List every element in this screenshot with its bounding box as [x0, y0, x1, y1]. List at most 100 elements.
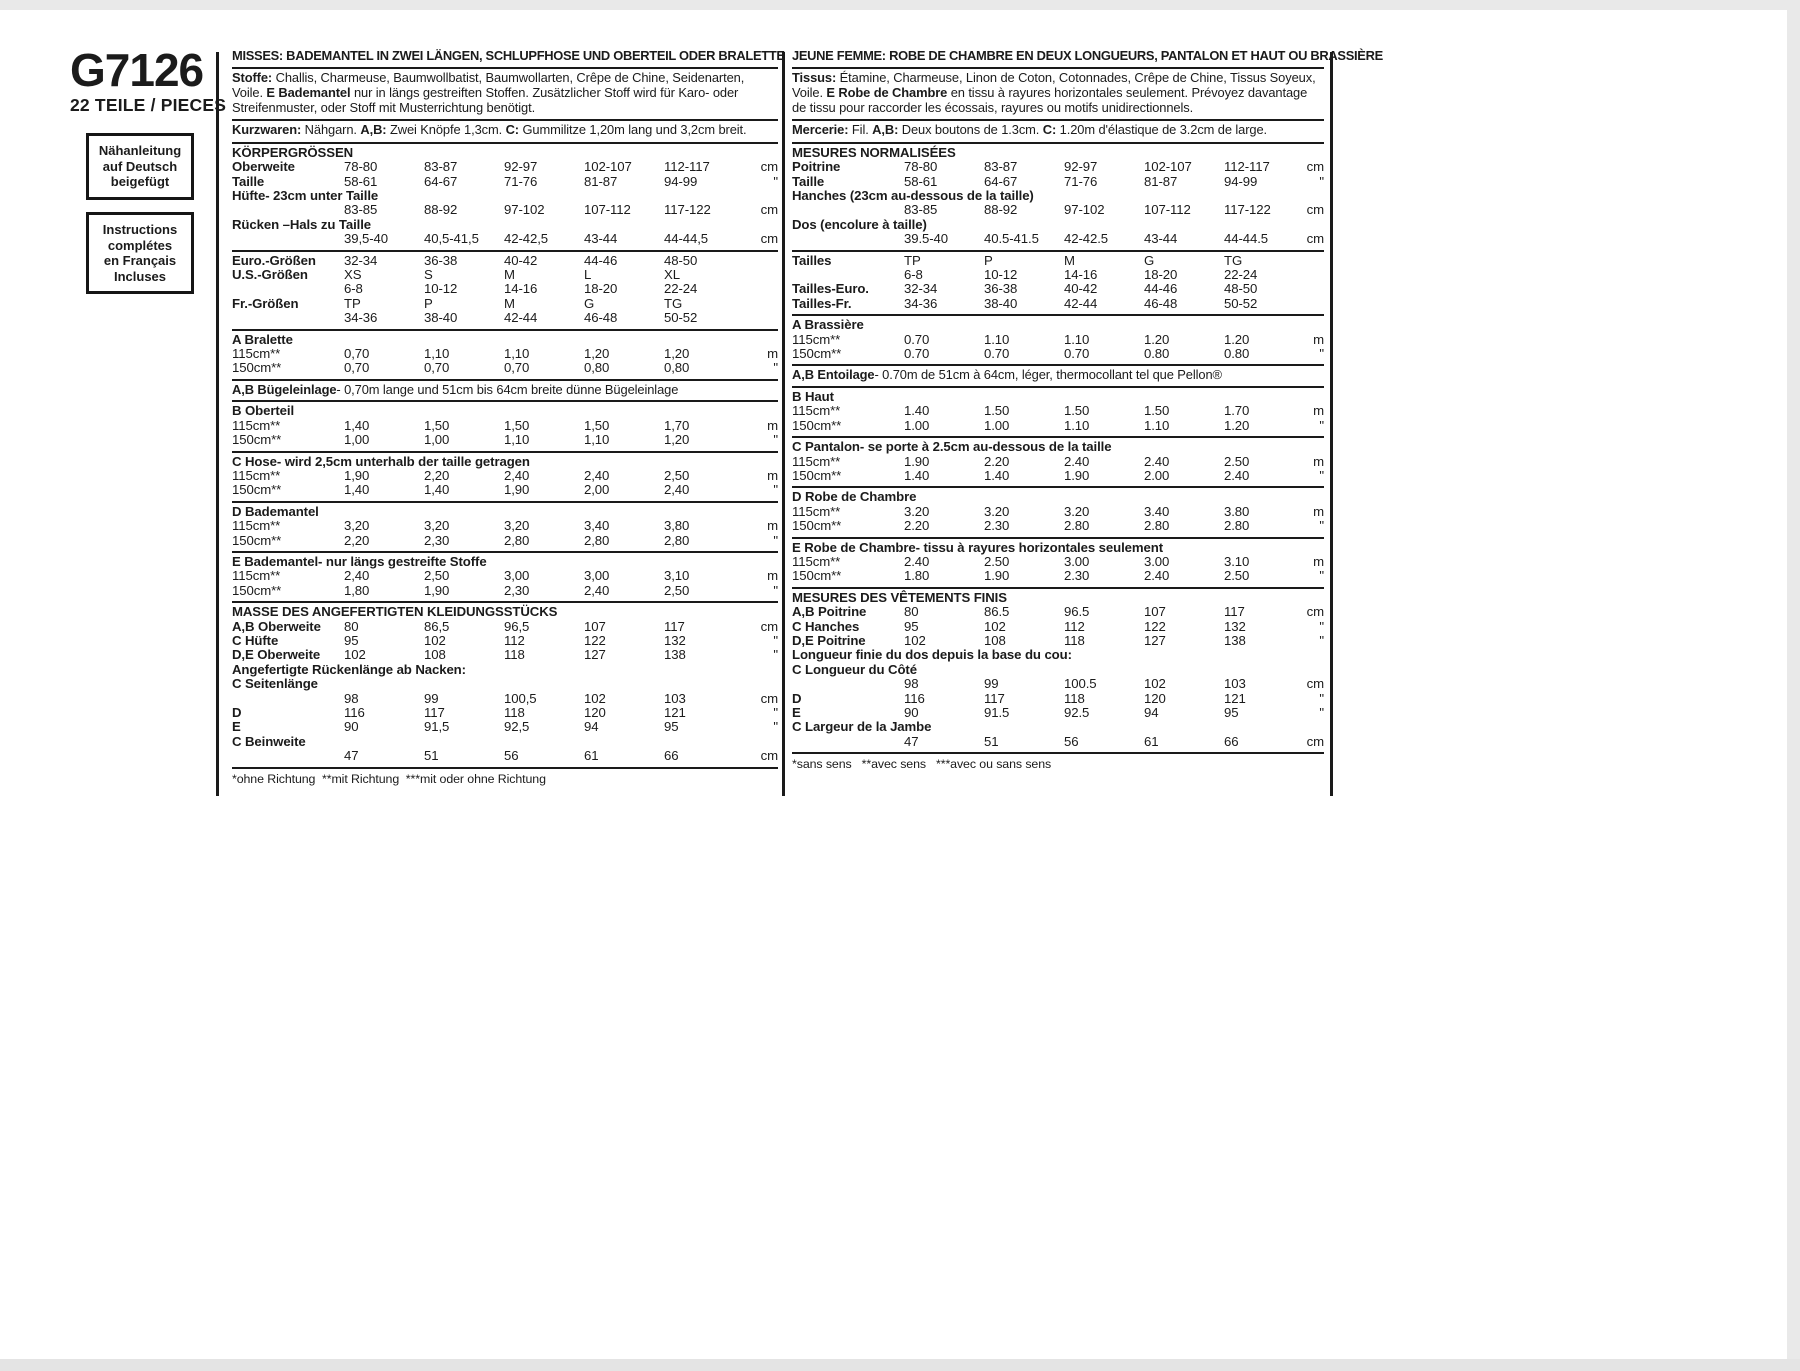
row-value: 22-24	[664, 281, 698, 297]
table-row: 39,5-40 40,5-41,5 42-42,5 43-44 44-44,5 cm	[232, 231, 778, 246]
table-row: 98 99 100.5 102 103 cm	[792, 676, 1324, 692]
row-value: 66	[1224, 733, 1239, 749]
row-value: 48-50	[664, 252, 698, 268]
row-value: 2,80	[664, 532, 690, 548]
row-value: 92-97	[504, 159, 538, 175]
table-row: 150cm** 1.80 1.90 2.30 2.40 2.50 "	[792, 568, 1324, 583]
row-value: 118	[1064, 632, 1085, 648]
row-value: 14-16	[504, 281, 538, 297]
row-label	[232, 282, 344, 296]
row-value: 51	[424, 748, 439, 764]
row-value: TP	[344, 295, 361, 311]
row-label: 115cm**	[792, 403, 841, 419]
table-row: D 116 117 118 120 121 "	[232, 705, 778, 720]
row-unit: "	[773, 647, 778, 663]
table-row: Tailles-Euro. 32-34 36-38 40-42 44-46 48-50	[792, 282, 1324, 297]
row-value: 95	[1224, 705, 1239, 720]
row-value: 88-92	[424, 202, 458, 218]
row-value: 103	[664, 690, 686, 706]
box-line: beigefügt	[110, 174, 170, 189]
section-heading: B Haut	[792, 388, 834, 404]
table-row: 150cm** 1.40 1.40 1.90 2.00 2.40 "	[792, 467, 1324, 483]
table-row: 115cm** 2.40 2.50 3.00 3.00 3.10 m	[792, 553, 1324, 569]
row-unit: "	[773, 432, 778, 448]
row-unit: cm	[760, 618, 778, 634]
table-row: 47 51 56 61 66 cm	[792, 733, 1324, 749]
pieces-count: 22 TEILE / PIECES	[70, 95, 227, 115]
row-value: S	[424, 267, 433, 283]
table-row: 47 51 56 61 66 cm	[232, 748, 778, 764]
row-unit: cm	[760, 690, 778, 706]
row-value: 1.90	[1064, 467, 1090, 483]
table-row: 115cm** 1,40 1,50 1,50 1,50 1,70 m	[232, 417, 778, 433]
row-value: 3,20	[504, 518, 530, 534]
row-value: 3.40	[1144, 503, 1170, 519]
intro-paragraph: Mercerie: Fil. A,B: Deux boutons de 1.3c…	[792, 121, 1324, 144]
row-value: 121	[664, 705, 686, 720]
row-value: 3,00	[504, 568, 530, 584]
row-value: 102-107	[584, 159, 632, 175]
row-value: 97-102	[504, 202, 545, 218]
row-value: 3.20	[1064, 503, 1090, 519]
row-label: Poitrine	[792, 159, 841, 175]
row-value: 18-20	[584, 281, 618, 297]
table-row: Tailles-Fr. 34-36 38-40 42-44 46-48 50-52	[792, 295, 1324, 311]
row-value: 92.5	[1064, 705, 1090, 720]
row-value: 102	[984, 618, 1006, 634]
row-unit: "	[1319, 690, 1324, 706]
row-label: 150cm**	[232, 360, 282, 376]
row-value: 40-42	[504, 252, 538, 268]
measurement-section: D Bademantel 115cm** 3,20 3,20 3,20 3,40 3,80 m…	[232, 503, 778, 553]
row-label	[232, 749, 344, 763]
row-value: 50-52	[664, 310, 698, 326]
table-row: C Hanches 95 102 112 122 132 "	[792, 618, 1324, 634]
row-value: 95	[664, 719, 679, 735]
row-label-full: C Beinweite	[232, 733, 306, 749]
bold-text: A,B:	[872, 122, 899, 138]
section-heading: D Bademantel	[232, 503, 319, 519]
row-value: 2,40	[504, 467, 530, 483]
row-label: E	[232, 719, 241, 735]
row-value: 2.40	[904, 553, 930, 569]
table-row: 150cm** 1,80 1,90 2,30 2,40 2,50 "	[232, 583, 778, 598]
row-value: 3.00	[1144, 553, 1170, 569]
measurement-section: MASSE DES ANGEFERTIGTEN KLEIDUNGSSTÜCKS A…	[232, 603, 778, 769]
bold-text: C:	[505, 122, 520, 138]
row-value: 1.10	[984, 331, 1010, 347]
row-value: 1,10	[424, 346, 450, 362]
bold-text: A,B Bügeleinlage	[232, 381, 337, 397]
row-value: 103	[1224, 676, 1246, 692]
row-value: 47	[344, 748, 359, 764]
table-row: A,B Oberweite 80 86,5 96,5 107 117 cm	[232, 618, 778, 634]
bold-text: A,B Entoilage	[792, 367, 875, 383]
row-value: 122	[584, 632, 606, 648]
row-value: 1.00	[984, 417, 1010, 433]
row-label: 115cm**	[792, 553, 841, 569]
row-value: 1,20	[584, 346, 610, 362]
row-value: 0,70	[344, 360, 370, 376]
row-value: 0.80	[1144, 346, 1170, 362]
text: Gummilitze 1,20m lang und 3,2cm breit.	[519, 122, 747, 138]
row-value: 64-67	[424, 173, 458, 189]
row-value: 1,00	[424, 432, 450, 448]
row-value: TG	[1224, 252, 1243, 268]
row-value: TP	[904, 252, 921, 268]
row-value: 42-44	[504, 310, 538, 326]
row-value: 3,40	[584, 518, 610, 534]
table-row: Oberweite 78-80 83-87 92-97 102-107 112-117 cm	[232, 159, 778, 175]
german-instructions-box: Nähanleitung auf Deutsch beigefügt	[86, 133, 194, 200]
row-value: 1,50	[424, 417, 450, 433]
row-value: 95	[904, 618, 919, 634]
row-value: 1,40	[344, 482, 370, 498]
column-divider-left	[216, 52, 219, 796]
row-value: TG	[664, 295, 683, 311]
row-value: 102	[1144, 676, 1166, 692]
row-value: 22-24	[1224, 267, 1258, 283]
table-row: Poitrine 78-80 83-87 92-97 102-107 112-117 cm	[792, 159, 1324, 175]
column-divider-middle	[782, 52, 785, 796]
row-value: 46-48	[1144, 295, 1178, 311]
bold-text: Kurzwaren:	[232, 122, 302, 138]
row-value: 6-8	[344, 281, 363, 297]
row-value: 66	[664, 748, 679, 764]
row-value: 2.20	[984, 453, 1010, 469]
